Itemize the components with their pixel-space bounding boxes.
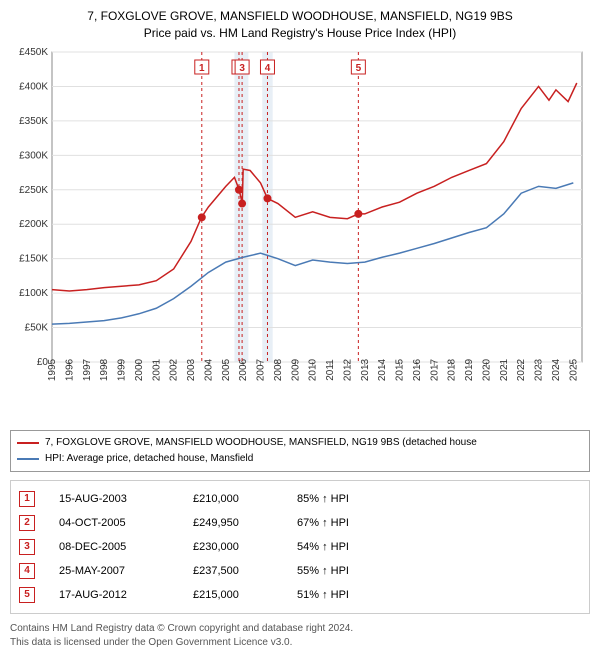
- svg-text:2020: 2020: [481, 358, 492, 381]
- sale-hpi: 54% ↑ HPI: [297, 541, 349, 553]
- sale-hpi: 55% ↑ HPI: [297, 565, 349, 577]
- svg-text:2007: 2007: [256, 358, 267, 381]
- svg-text:2021: 2021: [499, 358, 510, 381]
- svg-text:£250K: £250K: [19, 184, 48, 195]
- svg-text:2005: 2005: [221, 358, 232, 381]
- svg-text:2013: 2013: [360, 358, 371, 381]
- sale-price: £210,000: [193, 493, 273, 505]
- svg-text:£350K: £350K: [19, 115, 48, 126]
- legend-label: 7, FOXGLOVE GROVE, MANSFIELD WOODHOUSE, …: [45, 435, 477, 451]
- svg-text:£300K: £300K: [19, 150, 48, 161]
- svg-text:2003: 2003: [186, 358, 197, 381]
- svg-text:£400K: £400K: [19, 81, 48, 92]
- sale-number-box: 2: [19, 515, 35, 531]
- svg-text:1: 1: [199, 63, 205, 74]
- svg-text:£100K: £100K: [19, 288, 48, 299]
- svg-text:5: 5: [356, 63, 362, 74]
- sales-row: 2 04-OCT-2005 £249,950 67% ↑ HPI: [19, 511, 581, 535]
- svg-text:2010: 2010: [308, 358, 319, 381]
- sale-price: £230,000: [193, 541, 273, 553]
- legend-label: HPI: Average price, detached house, Mans…: [45, 451, 253, 467]
- svg-text:2004: 2004: [203, 358, 214, 381]
- legend-swatch: [17, 458, 39, 460]
- sale-number-box: 4: [19, 563, 35, 579]
- svg-text:1999: 1999: [117, 358, 128, 381]
- svg-text:2009: 2009: [290, 358, 301, 381]
- footnote-line-1: Contains HM Land Registry data © Crown c…: [10, 622, 590, 636]
- legend-swatch: [17, 442, 39, 444]
- sale-date: 08-DEC-2005: [59, 541, 169, 553]
- legend-item: HPI: Average price, detached house, Mans…: [17, 451, 583, 467]
- svg-text:2001: 2001: [151, 358, 162, 381]
- svg-text:2019: 2019: [464, 358, 475, 381]
- svg-text:£50K: £50K: [25, 322, 49, 333]
- title-line-1: 7, FOXGLOVE GROVE, MANSFIELD WOODHOUSE, …: [8, 8, 592, 25]
- svg-text:2015: 2015: [395, 358, 406, 381]
- sale-number-box: 5: [19, 587, 35, 603]
- sales-row: 1 15-AUG-2003 £210,000 85% ↑ HPI: [19, 487, 581, 511]
- svg-text:2022: 2022: [516, 358, 527, 381]
- svg-text:2006: 2006: [238, 358, 249, 381]
- chart-title: 7, FOXGLOVE GROVE, MANSFIELD WOODHOUSE, …: [8, 8, 592, 42]
- sales-row: 3 08-DEC-2005 £230,000 54% ↑ HPI: [19, 535, 581, 559]
- title-line-2: Price paid vs. HM Land Registry's House …: [8, 25, 592, 42]
- svg-text:1997: 1997: [82, 358, 93, 381]
- svg-text:2002: 2002: [169, 358, 180, 381]
- sales-row: 4 25-MAY-2007 £237,500 55% ↑ HPI: [19, 559, 581, 583]
- svg-text:£150K: £150K: [19, 253, 48, 264]
- svg-text:2023: 2023: [534, 358, 545, 381]
- sales-row: 5 17-AUG-2012 £215,000 51% ↑ HPI: [19, 583, 581, 607]
- sale-number-box: 3: [19, 539, 35, 555]
- svg-text:2011: 2011: [325, 358, 336, 380]
- svg-text:4: 4: [265, 63, 271, 74]
- svg-text:£200K: £200K: [19, 219, 48, 230]
- sale-date: 25-MAY-2007: [59, 565, 169, 577]
- svg-text:2000: 2000: [134, 358, 145, 381]
- svg-text:2012: 2012: [342, 358, 353, 381]
- chart-legend: 7, FOXGLOVE GROVE, MANSFIELD WOODHOUSE, …: [10, 430, 590, 472]
- svg-text:£450K: £450K: [19, 47, 48, 58]
- svg-text:1996: 1996: [64, 358, 75, 381]
- sale-price: £249,950: [193, 517, 273, 529]
- svg-text:2014: 2014: [377, 358, 388, 381]
- svg-text:2024: 2024: [551, 358, 562, 381]
- sale-date: 15-AUG-2003: [59, 493, 169, 505]
- svg-text:2016: 2016: [412, 358, 423, 381]
- svg-text:2018: 2018: [447, 358, 458, 381]
- footnote-line-2: This data is licensed under the Open Gov…: [10, 636, 590, 650]
- sales-table: 1 15-AUG-2003 £210,000 85% ↑ HPI 2 04-OCT-200…: [10, 480, 590, 614]
- legend-item: 7, FOXGLOVE GROVE, MANSFIELD WOODHOUSE, …: [17, 435, 583, 451]
- svg-text:2008: 2008: [273, 358, 284, 381]
- sale-hpi: 51% ↑ HPI: [297, 589, 349, 601]
- sale-price: £237,500: [193, 565, 273, 577]
- sale-date: 04-OCT-2005: [59, 517, 169, 529]
- svg-text:1995: 1995: [47, 358, 58, 381]
- price-chart: £0£50K£100K£150K£200K£250K£300K£350K£400…: [8, 42, 592, 422]
- svg-text:2025: 2025: [568, 358, 579, 381]
- sale-date: 17-AUG-2012: [59, 589, 169, 601]
- data-footnote: Contains HM Land Registry data © Crown c…: [10, 622, 590, 650]
- sale-hpi: 85% ↑ HPI: [297, 493, 349, 505]
- svg-text:1998: 1998: [99, 358, 110, 381]
- sale-number-box: 1: [19, 491, 35, 507]
- sale-hpi: 67% ↑ HPI: [297, 517, 349, 529]
- sale-price: £215,000: [193, 589, 273, 601]
- svg-text:3: 3: [239, 63, 245, 74]
- svg-text:2017: 2017: [429, 358, 440, 381]
